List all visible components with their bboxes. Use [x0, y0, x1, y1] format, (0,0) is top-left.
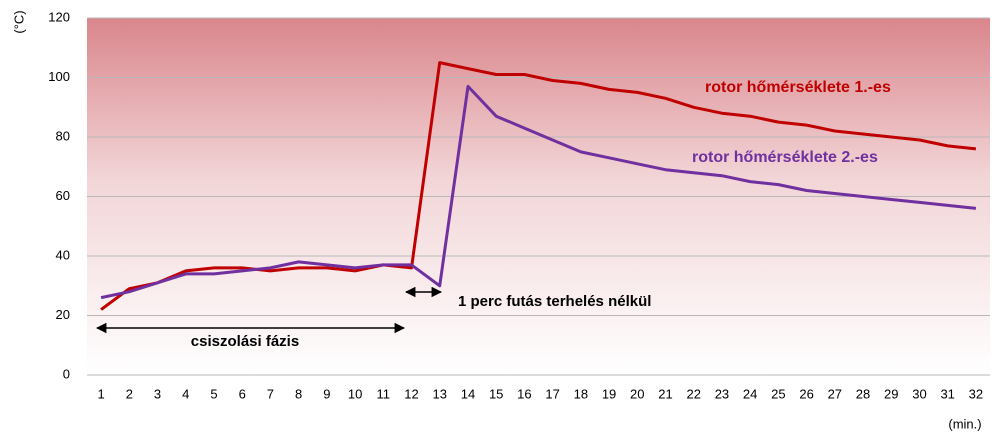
x-tick-label: 3 [154, 386, 161, 401]
y-tick-label: 0 [63, 366, 70, 381]
annotation: 1 perc futás terhelés nélkül [458, 293, 651, 310]
x-tick-label: 9 [323, 386, 330, 401]
y-tick-label: 100 [48, 69, 70, 84]
x-tick-label: 6 [239, 386, 246, 401]
x-tick-label: 15 [489, 386, 503, 401]
y-tick-label: 60 [56, 188, 70, 203]
x-tick-label: 17 [545, 386, 559, 401]
series-line [100, 84, 977, 300]
x-tick-label: 28 [856, 386, 870, 401]
x-tick-label: 1 [97, 386, 104, 401]
x-tick-label: 18 [574, 386, 588, 401]
x-tick-label: 21 [658, 386, 672, 401]
annotation: csiszolási fázis [191, 333, 299, 350]
x-tick-label: 7 [267, 386, 274, 401]
x-tick-label: 26 [799, 386, 813, 401]
y-tick-label: 120 [48, 9, 70, 24]
x-tick-label: 11 [377, 386, 391, 401]
y-axis-label: (°C) [11, 10, 26, 33]
x-tick-label: 24 [743, 386, 757, 401]
x-tick-label: 31 [940, 386, 954, 401]
y-tick-label: 80 [56, 128, 70, 143]
x-tick-label: 32 [969, 386, 983, 401]
x-tick-label: 5 [210, 386, 217, 401]
x-tick-label: 19 [602, 386, 616, 401]
x-tick-label: 8 [295, 386, 302, 401]
legend-label: rotor hőmérséklete 1.-es [705, 79, 891, 96]
x-tick-label: 30 [912, 386, 926, 401]
x-tick-label: 22 [686, 386, 700, 401]
x-tick-label: 23 [715, 386, 729, 401]
y-tick-label: 40 [56, 247, 70, 262]
x-axis-label: (min.) [948, 416, 981, 431]
x-tick-label: 10 [348, 386, 362, 401]
x-tick-label: 27 [828, 386, 842, 401]
x-tick-label: 4 [182, 386, 189, 401]
series-line [100, 61, 977, 311]
x-tick-label: 2 [126, 386, 133, 401]
x-tick-label: 20 [630, 386, 644, 401]
y-tick-label: 20 [56, 307, 70, 322]
x-tick-label: 14 [461, 386, 475, 401]
x-tick-label: 12 [404, 386, 418, 401]
legend-label: rotor hőmérséklete 2.-es [692, 149, 878, 166]
x-tick-label: 25 [771, 386, 785, 401]
x-tick-label: 16 [517, 386, 531, 401]
x-tick-label: 29 [884, 386, 898, 401]
x-tick-label: 13 [433, 386, 447, 401]
